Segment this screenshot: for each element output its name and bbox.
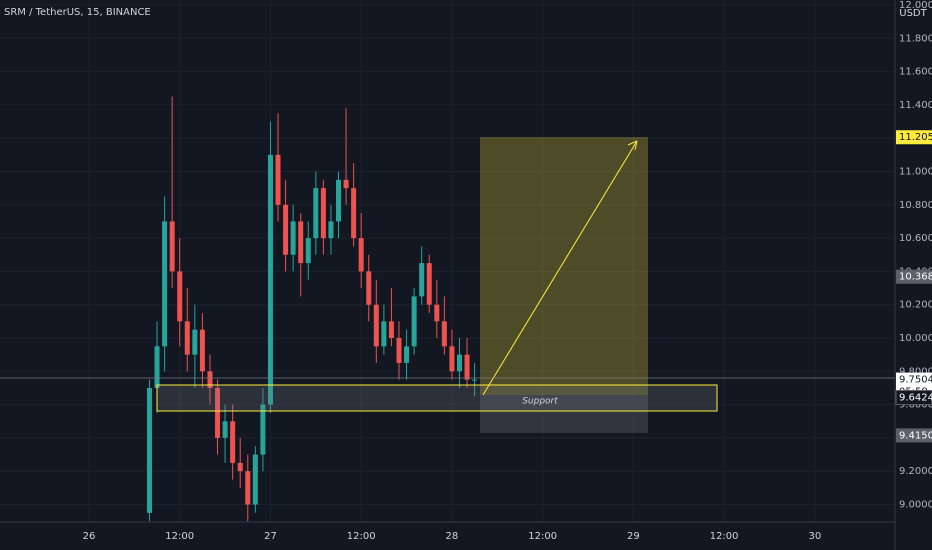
candle-body: [419, 263, 425, 297]
y-tick-label: 12.0000: [899, 0, 932, 11]
candle-body: [252, 454, 258, 505]
candle-body: [222, 421, 228, 438]
candle-body: [283, 204, 289, 255]
x-tick-label: 12:00: [165, 531, 194, 542]
candle-body: [388, 321, 394, 339]
candle-body: [162, 221, 168, 347]
y-tick-label: 9.6000: [899, 400, 932, 411]
candle-body: [343, 179, 349, 189]
candle-body: [230, 421, 236, 463]
y-tick-label: 11.0000: [899, 167, 932, 178]
candle-body: [215, 387, 221, 438]
y-tick-label: 10.0000: [899, 333, 932, 344]
y-tick-label: 10.8000: [899, 200, 932, 211]
candle-body: [290, 221, 296, 255]
x-tick-label: 29: [627, 531, 640, 542]
candle-body: [245, 471, 251, 505]
candle-body: [336, 179, 342, 222]
candle-body: [169, 221, 175, 272]
candle-body: [154, 346, 160, 388]
candle-body: [199, 329, 205, 372]
candle-body: [464, 354, 470, 380]
candle-body: [381, 321, 387, 347]
candle-body: [192, 329, 198, 355]
loss-zone: [480, 395, 648, 433]
candle-body: [404, 346, 410, 363]
candle-body: [351, 188, 357, 239]
price-label-box: [895, 390, 932, 406]
x-tick-label: 12:00: [710, 531, 739, 542]
candle-body: [328, 221, 334, 239]
candle-body: [146, 387, 152, 513]
price-label-box: [896, 269, 932, 284]
price-label: 10.3680: [899, 272, 932, 283]
candle-body: [260, 404, 266, 455]
candle-body: [366, 271, 372, 305]
candle-body: [434, 304, 440, 322]
candle-body: [275, 154, 281, 205]
price-label: 9.7504: [899, 375, 932, 386]
x-tick-label: 26: [83, 531, 96, 542]
candle-body: [472, 379, 478, 381]
candle-body: [177, 271, 183, 322]
candle-body: [396, 338, 402, 363]
chart-title: SRM / TetherUS, 15, BINANCE: [4, 7, 151, 18]
x-tick-label: 28: [446, 531, 459, 542]
y-tick-label: 11.4000: [899, 100, 932, 111]
candles: [146, 96, 478, 522]
candle-body: [456, 354, 462, 372]
candle-body: [441, 321, 447, 347]
y-tick-label: 11.6000: [899, 67, 932, 78]
x-tick-label: 30: [808, 531, 821, 542]
price-label: 9.4150: [899, 430, 932, 441]
y-tick-label: 9.2000: [899, 466, 932, 477]
price-label: 9.6424: [899, 393, 932, 404]
candle-body: [358, 238, 364, 272]
arrow-line: [482, 140, 638, 396]
y-tick-label: 11.8000: [899, 33, 932, 44]
candle-body: [305, 238, 311, 264]
x-tick-label: 27: [264, 531, 277, 542]
support-label: Support: [522, 397, 558, 407]
profit-zone: [480, 137, 648, 395]
support-zone: [156, 384, 718, 412]
candle-body: [237, 462, 243, 472]
arrow-head: [627, 140, 638, 151]
candle-body: [298, 221, 304, 264]
axes: 12.000011.800011.600011.400011.200011.00…: [83, 0, 932, 542]
y-tick-label: 9.8000: [899, 366, 932, 377]
price-label-box: [896, 130, 932, 145]
candle-body: [267, 154, 273, 405]
candle-body: [320, 188, 326, 239]
candle-body: [373, 304, 379, 347]
candle-body: [426, 263, 432, 305]
candle-body: [411, 296, 417, 347]
price-label: 11.2058: [899, 132, 932, 143]
y-tick-label: 10.2000: [899, 300, 932, 311]
candle-body: [184, 321, 190, 355]
candle-body: [449, 346, 455, 372]
x-tick-label: 12:00: [528, 531, 557, 542]
currency-label: USDT: [899, 8, 927, 19]
x-tick-label: 12:00: [347, 531, 376, 542]
candle-body: [313, 188, 319, 239]
y-tick-label: 9.0000: [899, 500, 932, 511]
candle-body: [207, 371, 213, 388]
price-label-box: [896, 428, 932, 443]
y-tick-label: 10.6000: [899, 233, 932, 244]
